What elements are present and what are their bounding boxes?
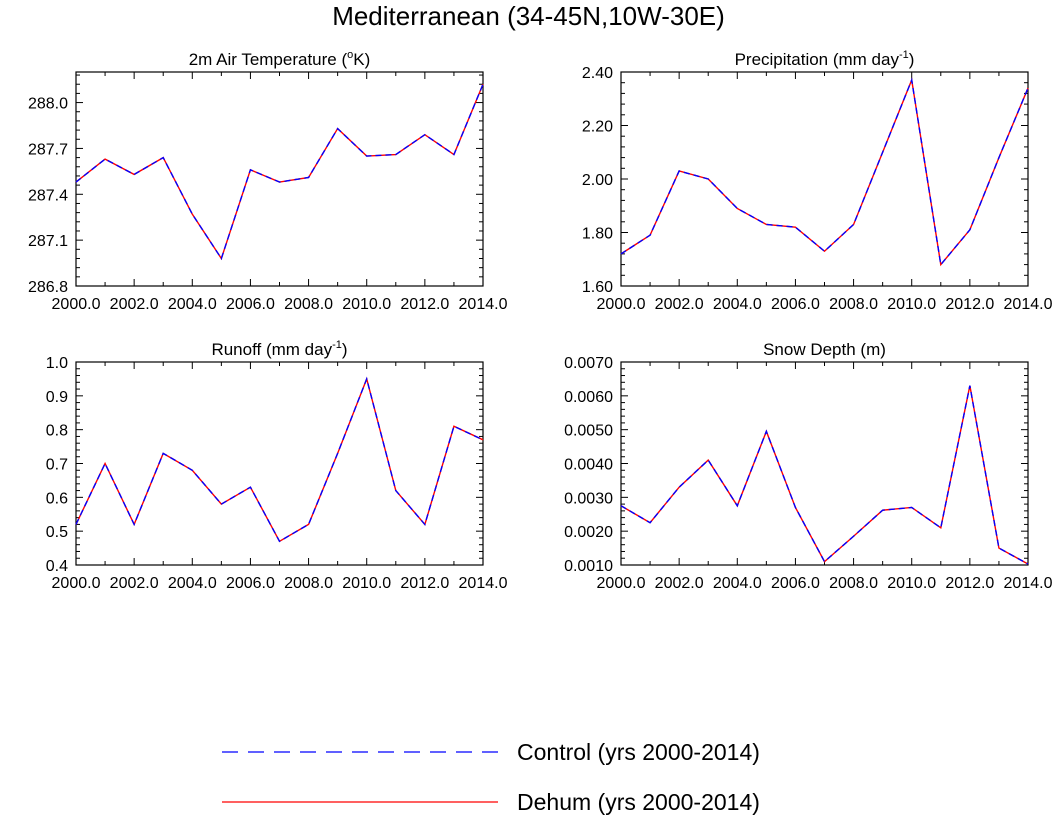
x-tick-label: 2008.0 [284,296,333,313]
series-line-dehum [75,83,484,261]
x-tick-label: 2006.0 [771,296,820,313]
y-tick-label: 0.5 [46,524,68,541]
y-tick-label: 1.0 [46,355,68,372]
plot-frame [75,71,484,287]
y-tick-label: 0.0070 [564,355,613,372]
x-tick-label: 2006.0 [226,296,275,313]
x-tick-label: 2006.0 [226,575,275,592]
x-tick-label: 2000.0 [52,575,101,592]
panel-3: Runoff (mm day-1) 2000.0 2002.0 2004.0 2006.… [46,339,508,592]
legend: Control (yrs 2000-2014) Dehum (yrs 2000-2… [222,739,760,815]
x-tick-label: 2004.0 [713,296,762,313]
y-tick-label: 0.0040 [564,457,613,474]
y-tick-label: 1.60 [582,279,613,296]
x-tick-label: 2002.0 [110,296,159,313]
plot-frame [620,71,1029,287]
series-line-control [75,83,484,261]
y-tick-label: 2.20 [582,119,613,136]
figure-title: Mediterranean (34-45N,10W-30E) [332,1,725,31]
x-tick-label: 2000.0 [597,575,646,592]
y-tick-label: 0.6 [46,490,68,507]
x-tick-label: 2000.0 [52,296,101,313]
y-tick-label: 2.00 [582,172,613,189]
x-tick-label: 2008.0 [829,296,878,313]
y-tick-label: 0.9 [46,389,68,406]
panel-title: 2m Air Temperature (oK) [189,49,371,69]
x-tick-label: 2002.0 [655,575,704,592]
y-tick-label: 0.0060 [564,389,613,406]
y-tick-label: 0.0010 [564,558,613,575]
x-tick-label: 2014.0 [459,575,508,592]
x-tick-label: 2012.0 [945,296,994,313]
x-tick-label: 2004.0 [168,575,217,592]
y-tick-label: 2.40 [582,65,613,82]
y-tick-label: 288.0 [28,96,68,113]
x-tick-label: 2010.0 [887,575,936,592]
y-tick-label: 0.7 [46,457,68,474]
panel-title: Snow Depth (m) [763,340,886,359]
x-tick-label: 2006.0 [771,575,820,592]
plot-frame [75,361,484,566]
panel-title: Runoff (mm day-1) [211,339,347,359]
x-tick-label: 2012.0 [945,575,994,592]
x-tick-label: 2000.0 [597,296,646,313]
y-tick-label: 287.4 [28,187,68,204]
series-line-control [620,77,1029,267]
panel-title: Precipitation (mm day-1) [735,49,915,69]
x-tick-label: 2014.0 [459,296,508,313]
series-line-dehum [620,385,1029,565]
series-line-control [75,376,484,543]
x-tick-label: 2010.0 [887,296,936,313]
x-tick-label: 2014.0 [1004,296,1053,313]
series-line-dehum [620,77,1029,267]
x-tick-label: 2002.0 [110,575,159,592]
x-tick-label: 2012.0 [400,296,449,313]
x-tick-label: 2010.0 [342,575,391,592]
panel-4: Snow Depth (m) 2000.0 2002.0 2004.0 2006.0 20… [564,340,1053,592]
series-line-control [620,385,1029,565]
legend-label-2: Dehum (yrs 2000-2014) [517,789,760,815]
x-tick-label: 2004.0 [713,575,762,592]
x-tick-label: 2010.0 [342,296,391,313]
x-tick-label: 2002.0 [655,296,704,313]
y-tick-label: 286.8 [28,279,68,296]
y-tick-label: 287.7 [28,141,68,158]
x-tick-label: 2004.0 [168,296,217,313]
legend-label-1: Control (yrs 2000-2014) [517,739,760,765]
x-tick-label: 2008.0 [829,575,878,592]
plot-frame [620,361,1029,566]
y-tick-label: 0.0050 [564,423,613,440]
x-tick-label: 2014.0 [1004,575,1053,592]
y-tick-label: 0.0030 [564,490,613,507]
y-tick-label: 1.80 [582,226,613,243]
panel-2: Precipitation (mm day-1) 2000.0 2002.0 2004… [582,49,1053,313]
y-tick-label: 0.4 [46,558,68,575]
y-tick-label: 0.8 [46,423,68,440]
x-tick-label: 2012.0 [400,575,449,592]
y-tick-label: 287.1 [28,233,68,250]
panel-1: 2m Air Temperature (oK) 2000.0 2002.0 2004.… [28,49,508,313]
y-tick-label: 0.0020 [564,524,613,541]
x-tick-label: 2008.0 [284,575,333,592]
